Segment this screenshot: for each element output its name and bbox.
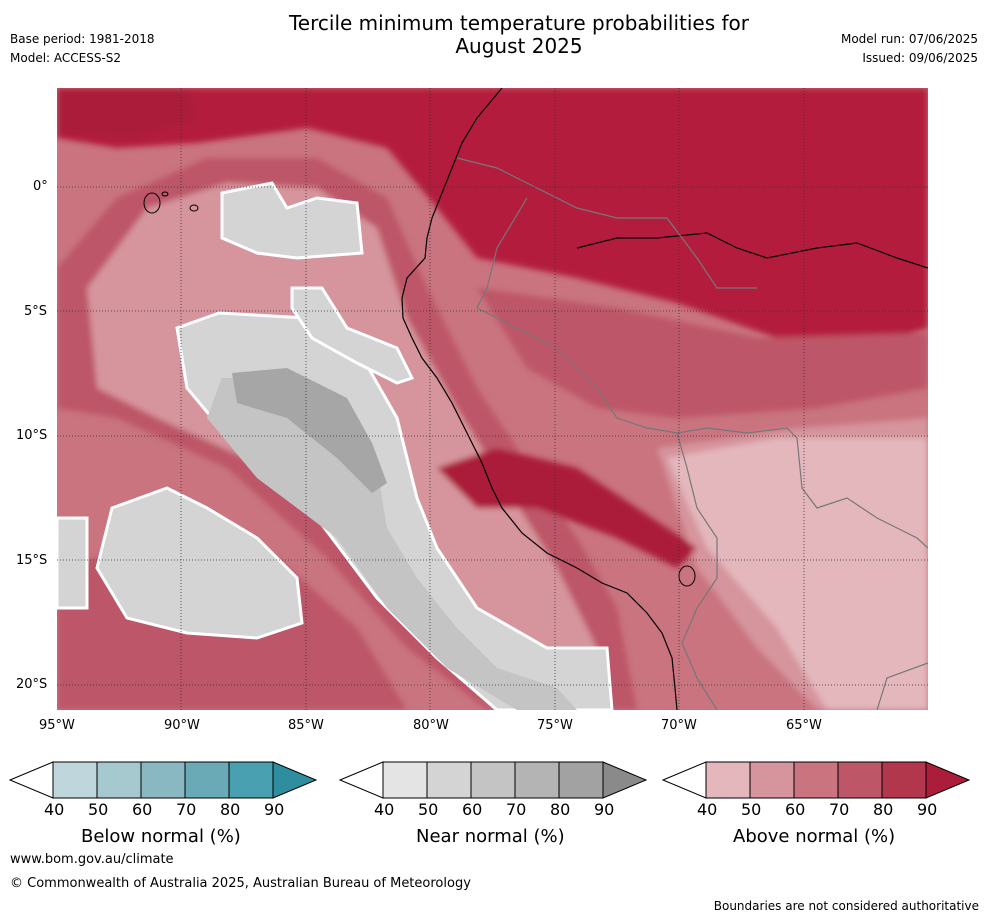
colorbar-tick: 70 [829,800,850,819]
colorbar-tick: 70 [506,800,527,819]
colorbar-segment [338,761,384,799]
colorbar-tick: 40 [44,800,65,819]
colorbar-segment [382,761,428,799]
colorbar-tick: 90 [594,800,615,819]
lon-label: 75°W [537,718,573,733]
colorbar-label-below: Below normal (%) [81,826,241,847]
model-run-text: Model run: 07/06/2025 [840,32,978,46]
colorbar-tick: 80 [550,800,571,819]
colorbar-above-normal [661,761,971,799]
colorbar-segment [470,761,516,799]
footer-url: www.bom.gov.au/climate [10,852,174,867]
near-normal-70 [207,378,577,710]
near-normal-west-edge [57,516,89,610]
above-90-nw [57,88,197,138]
title-line-1: Tercile minimum temperature probabilitie… [288,11,750,35]
lon-label: 85°W [288,718,324,733]
above-90-coastal [437,448,697,568]
colorbar-tick: 40 [374,800,395,819]
colorbar-segment [228,761,274,799]
lon-label: 70°W [661,718,697,733]
colorbar-tick: 80 [220,800,241,819]
title-line-2: August 2025 [455,34,583,58]
colorbar-tick: 50 [418,800,439,819]
galapagos-island [161,191,169,197]
map-title: Tercile minimum temperature probabilitie… [0,12,988,58]
colorbar-tick: 70 [176,800,197,819]
colorbar-tick: 40 [697,800,718,819]
above-40-southeast [667,438,928,710]
colorbar-segment [8,761,54,799]
colorbar-segment [749,761,795,799]
border-peru-brazil [476,197,798,439]
colorbar-near-normal [338,761,648,799]
colorbar-segment [514,761,560,799]
colorbar-segment [272,761,318,799]
lat-label: 10°S [16,428,48,443]
colorbar-tick: 80 [873,800,894,819]
colorbar-tick: 60 [132,800,153,819]
footer-copyright: © Commonwealth of Australia 2025, Austra… [10,876,471,891]
lon-label: 90°W [164,718,200,733]
graticule [57,88,928,710]
lake-titicaca [678,565,696,587]
lon-label: 80°W [413,718,449,733]
coastline [401,88,678,710]
footer-disclaimer: Boundaries are not considered authoritat… [713,899,979,913]
colorbar-segment [96,761,142,799]
colorbar-segment [140,761,186,799]
border-peru-bolivia [676,432,718,710]
lon-label: 65°W [786,718,822,733]
colorbar-label-above: Above normal (%) [733,826,896,847]
colorbar-segment [426,761,472,799]
model-text: Model: ACCESS-S2 [10,51,122,65]
colorbar-segment [705,761,751,799]
colorbar-below-normal [8,761,318,799]
colorbar-tick: 50 [88,800,109,819]
colorbar-tick: 50 [741,800,762,819]
colorbar-segment [837,761,883,799]
colorbar-segment [925,761,971,799]
colorbar-segment [52,761,98,799]
above-80-east [477,288,928,418]
galapagos-island [189,204,199,212]
base-period-text: Base period: 1981-2018 [10,32,155,46]
lat-label: 0° [33,179,48,194]
colorbar-segment [184,761,230,799]
issued-text: Issued: 09/06/2025 [862,51,978,65]
colorbar-tick: 60 [785,800,806,819]
near-normal-strip [290,286,415,385]
near-normal-southwest [95,486,304,640]
above-90-north [57,88,928,348]
colorbars [8,761,971,799]
near-normal-north [220,181,364,260]
galapagos-island [143,192,161,214]
colorbar-tick: 60 [462,800,483,819]
colorbar-tick: 90 [917,800,938,819]
colorbar-segment [881,761,927,799]
border-bolivia-brazil [796,437,928,549]
lat-label: 20°S [16,677,48,692]
colorbar-segment [558,761,604,799]
lat-label: 15°S [16,553,48,568]
border-south [876,662,928,710]
near-normal-90 [232,368,387,493]
lat-label: 5°S [24,304,48,319]
colorbar-segment [661,761,707,799]
lon-label: 95°W [39,718,75,733]
colorbar-segment [602,761,648,799]
colorbar-label-near: Near normal (%) [416,826,565,847]
colorbar-tick: 90 [264,800,285,819]
border-north [456,157,757,289]
colorbar-segment [793,761,839,799]
probability-map [57,88,928,710]
amazon-river [576,232,928,269]
